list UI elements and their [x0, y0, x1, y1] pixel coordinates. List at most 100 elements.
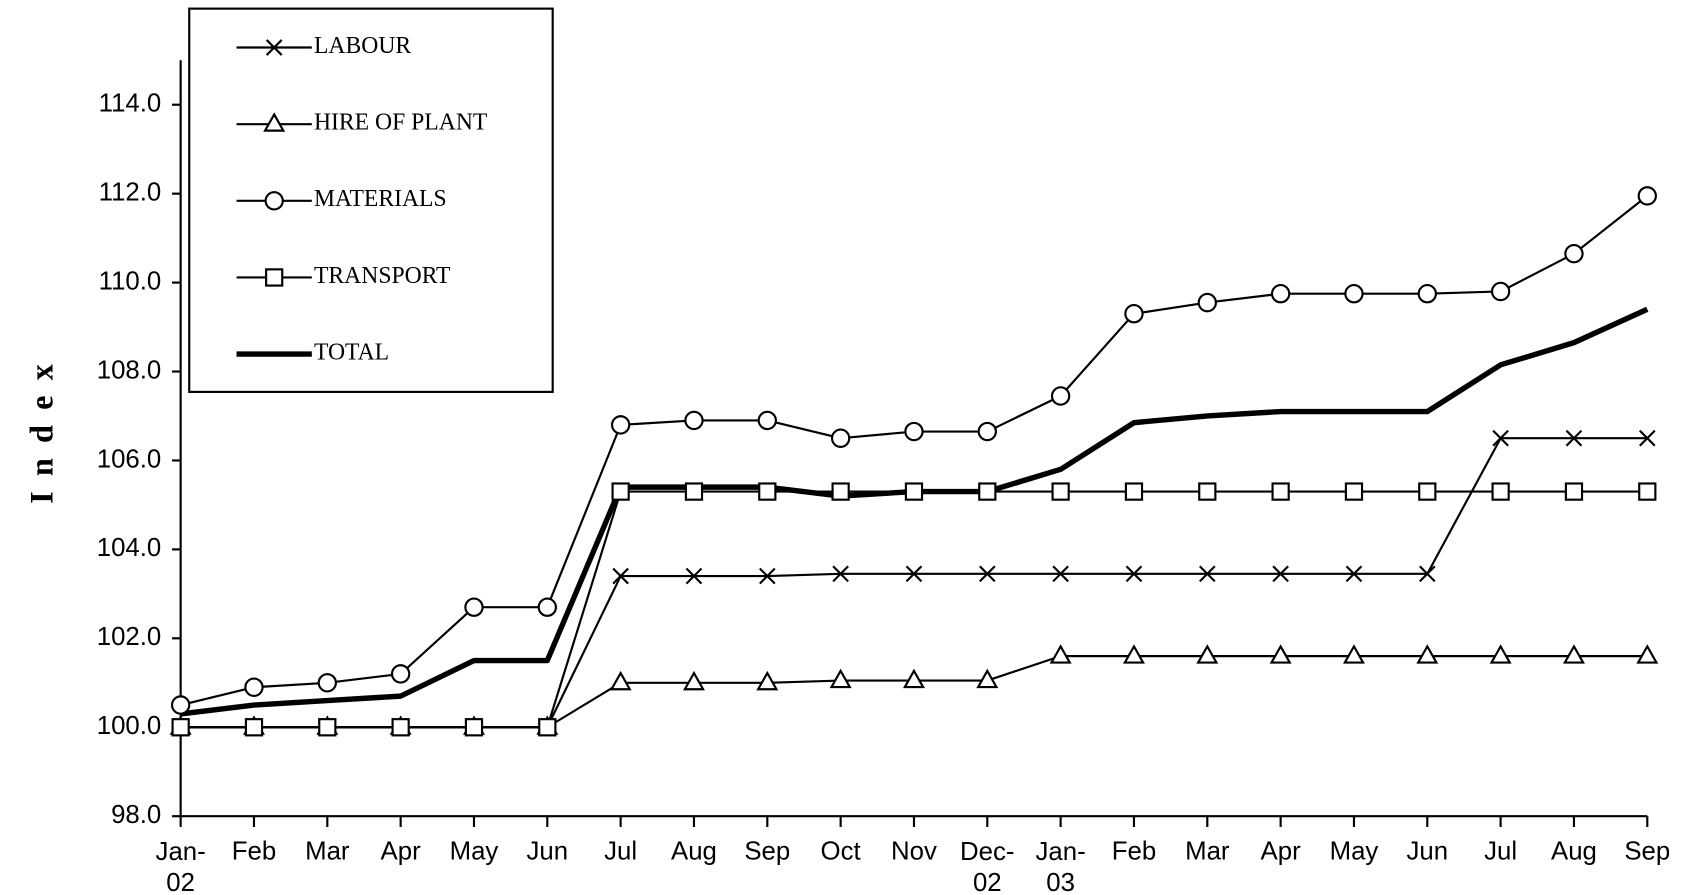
marker — [684, 410, 704, 431]
marker — [263, 112, 286, 132]
y-tick-label: 98.0 — [111, 801, 161, 829]
marker — [264, 191, 284, 211]
x-tick-label: Feb — [1112, 838, 1156, 866]
x-tick-label: Jun — [527, 838, 569, 866]
x-tick-label: Aug — [1551, 838, 1597, 866]
marker — [979, 565, 996, 583]
marker — [831, 482, 850, 501]
marker — [685, 567, 703, 585]
marker — [1196, 644, 1219, 664]
marker — [1271, 482, 1290, 501]
marker — [757, 410, 777, 431]
y-tick-label: 112.0 — [99, 178, 162, 206]
marker — [244, 718, 264, 737]
marker — [1565, 429, 1583, 447]
x-tick-label: Jul — [604, 838, 637, 866]
y-tick-label: 114.0 — [99, 90, 162, 118]
marker — [538, 718, 557, 737]
marker — [1564, 482, 1584, 501]
marker — [684, 482, 704, 501]
marker — [537, 597, 557, 617]
legend-label: TOTAL — [314, 340, 389, 366]
legend-label: TRANSPORT — [314, 263, 451, 289]
marker — [1122, 644, 1145, 664]
marker — [1492, 429, 1509, 447]
y-tick-label: 108.0 — [97, 356, 162, 384]
x-tick-label: Jul — [1484, 838, 1517, 866]
x-tick-label: Apr — [1261, 838, 1302, 866]
marker — [1419, 565, 1436, 583]
marker — [1489, 644, 1512, 664]
marker — [610, 415, 631, 435]
marker — [1345, 565, 1363, 583]
marker — [1051, 482, 1070, 501]
marker — [317, 673, 337, 693]
marker — [978, 482, 997, 501]
marker — [829, 668, 852, 689]
marker — [904, 421, 924, 442]
x-tick-label: Aug — [671, 838, 717, 866]
x-tick-label: Nov — [891, 838, 937, 866]
marker — [1416, 644, 1439, 664]
marker — [904, 482, 924, 501]
marker — [1636, 644, 1659, 664]
marker — [609, 670, 632, 691]
marker — [759, 567, 776, 585]
marker — [1052, 565, 1069, 583]
legend-label: LABOUR — [314, 33, 411, 59]
marker — [976, 668, 999, 689]
marker — [1049, 644, 1072, 664]
marker — [1269, 644, 1292, 664]
marker — [265, 268, 284, 287]
marker — [1124, 303, 1144, 324]
series-line — [180, 490, 1648, 729]
legend: LABOUR HIRE OF PLANT MATERIALS TRANSPORT TOT… — [188, 7, 554, 393]
marker — [464, 718, 484, 737]
marker — [1490, 281, 1511, 302]
marker — [1198, 482, 1217, 501]
x-tick-label: Jan-02 — [156, 838, 206, 895]
x-tick-label: Apr — [381, 838, 422, 866]
marker — [830, 428, 851, 448]
legend-label: MATERIALS — [314, 186, 447, 212]
marker — [832, 565, 849, 583]
marker — [1272, 565, 1289, 583]
marker — [1638, 482, 1657, 501]
marker — [902, 668, 925, 689]
x-tick-label: Mar — [305, 838, 350, 866]
marker — [1491, 482, 1510, 501]
marker — [977, 421, 997, 442]
marker — [1344, 283, 1364, 304]
x-tick-label: Sep — [744, 838, 790, 866]
y-tick-label: 104.0 — [97, 534, 162, 562]
marker — [611, 482, 630, 501]
legend-label: HIRE OF PLANT — [314, 110, 488, 136]
marker — [1417, 283, 1437, 304]
marker — [244, 677, 264, 697]
x-tick-label: Jun — [1407, 838, 1449, 866]
x-tick-label: Dec-02 — [960, 838, 1014, 895]
y-tick-label: 106.0 — [97, 445, 162, 473]
marker — [265, 39, 283, 56]
marker — [1199, 565, 1216, 583]
marker — [1050, 386, 1071, 406]
y-tick-label: 100.0 — [97, 712, 162, 740]
marker — [756, 670, 779, 691]
x-tick-label: Feb — [232, 838, 276, 866]
marker — [1197, 292, 1217, 313]
marker — [464, 597, 484, 617]
marker — [1124, 482, 1144, 501]
x-tick-label: Oct — [821, 838, 861, 866]
marker — [1639, 429, 1656, 447]
marker — [1270, 283, 1291, 304]
marker — [170, 695, 191, 715]
y-tick-label: 102.0 — [97, 623, 162, 651]
x-tick-label: May — [1330, 838, 1379, 866]
marker — [1418, 482, 1437, 501]
marker — [1637, 186, 1657, 206]
marker — [1564, 243, 1584, 264]
marker — [390, 664, 411, 684]
marker — [1125, 565, 1143, 583]
